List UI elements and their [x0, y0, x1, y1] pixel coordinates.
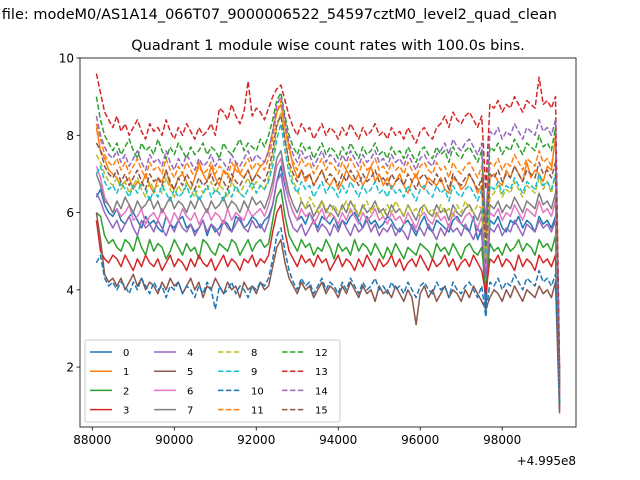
series-line-2 [95, 188, 561, 406]
x-tick-label: 94000 [319, 433, 357, 447]
series-line-8 [95, 111, 561, 387]
y-tick-label: 4 [66, 283, 74, 297]
legend-label-14: 14 [315, 386, 328, 397]
y-tick-label: 2 [66, 361, 74, 375]
x-tick-label: 92000 [237, 433, 275, 447]
y-axis: 2 4 6 8 10 [59, 52, 80, 375]
legend-label-13: 13 [315, 367, 328, 378]
series-line-10 [95, 227, 561, 406]
series-line-13 [95, 73, 561, 372]
legend-label-1: 1 [123, 367, 129, 378]
series-line-5 [95, 212, 561, 414]
legend-label-9: 9 [251, 367, 257, 378]
legend-label-15: 15 [315, 406, 328, 417]
x-axis: 88000 90000 92000 94000 96000 98000 [73, 427, 521, 447]
legend-frame [84, 339, 341, 423]
legend-label-3: 3 [123, 406, 129, 417]
y-tick-label: 6 [66, 206, 74, 220]
x-offset-text: +4.995e8 [517, 454, 576, 468]
series-line-4 [95, 173, 561, 399]
legend-label-11: 11 [251, 406, 264, 417]
chart-title: Quadrant 1 module wise count rates with … [131, 38, 525, 54]
series-line-9 [95, 122, 561, 383]
y-tick-label: 10 [59, 52, 74, 66]
legend-label-6: 6 [187, 386, 193, 397]
series-layer [95, 73, 561, 414]
legend-label-5: 5 [187, 367, 193, 378]
figure-suptitle: n file: modeM0/AS1A14_066T07_9000006522_… [0, 7, 557, 23]
x-tick-label: 88000 [73, 433, 111, 447]
legend-label-7: 7 [187, 406, 193, 417]
series-line-3 [95, 204, 561, 410]
legend-label-8: 8 [251, 348, 257, 359]
series-line-15 [95, 115, 561, 387]
x-tick-label: 96000 [401, 433, 439, 447]
y-tick-label: 8 [66, 129, 74, 143]
axes-frame [79, 57, 577, 428]
legend-label-10: 10 [251, 386, 264, 397]
series-line-12 [95, 92, 561, 375]
legend-label-4: 4 [187, 348, 193, 359]
legend-label-12: 12 [315, 348, 328, 359]
legend-label-2: 2 [123, 386, 129, 397]
x-tick-label: 90000 [155, 433, 193, 447]
x-tick-label: 98000 [483, 433, 521, 447]
legend-label-0: 0 [123, 348, 129, 359]
series-line-14 [95, 95, 561, 379]
